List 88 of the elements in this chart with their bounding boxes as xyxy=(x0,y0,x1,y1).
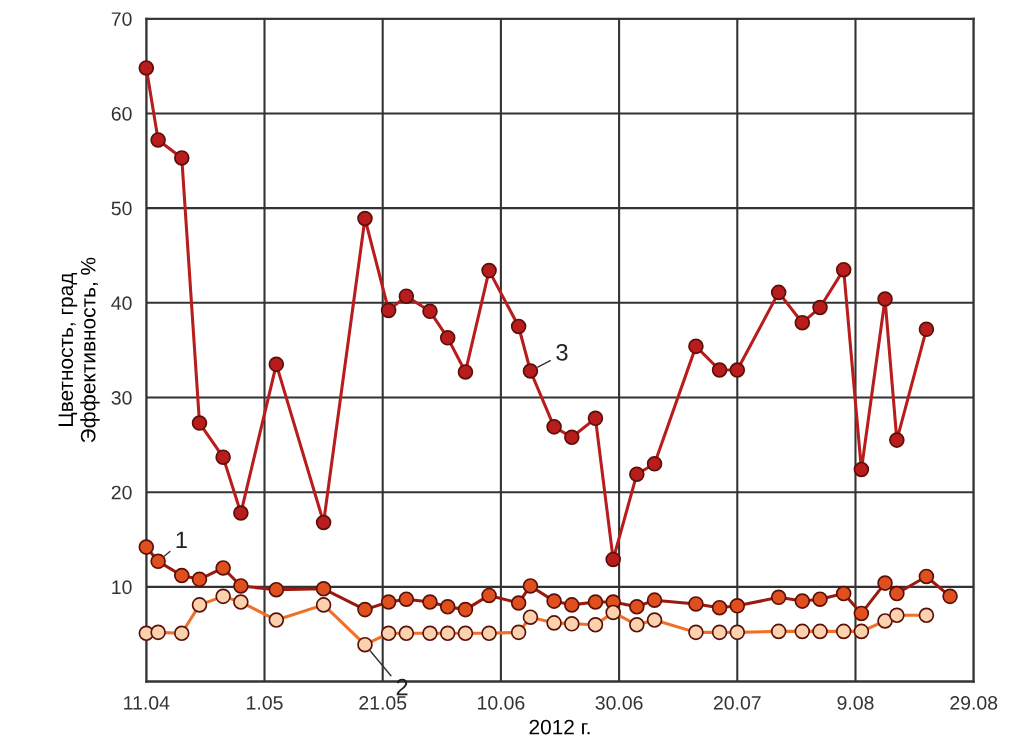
point xyxy=(812,591,828,607)
point xyxy=(233,578,249,594)
series-label: 2 xyxy=(396,678,408,696)
point xyxy=(889,585,905,602)
point xyxy=(315,514,332,531)
point xyxy=(233,505,249,521)
point xyxy=(812,299,828,316)
point xyxy=(191,571,208,588)
point xyxy=(711,362,728,378)
x-axis-title: 2012 г. xyxy=(529,719,590,735)
x-tick-label: 10.06 xyxy=(478,695,525,710)
point xyxy=(729,598,746,614)
point xyxy=(770,589,787,606)
point xyxy=(729,362,746,378)
point xyxy=(564,429,580,446)
point xyxy=(794,314,811,331)
point xyxy=(150,132,166,148)
point xyxy=(942,588,958,605)
point xyxy=(173,150,190,166)
point xyxy=(398,288,415,304)
point xyxy=(918,568,935,585)
point xyxy=(546,593,562,609)
point xyxy=(711,599,728,616)
y-axis-title: Цветность, град Эффективность, % xyxy=(58,257,100,443)
y-tick-label: 30 xyxy=(111,390,132,405)
y-tick-label: 60 xyxy=(111,106,132,121)
y-tick-label: 50 xyxy=(111,201,132,216)
point xyxy=(629,466,645,482)
point xyxy=(877,575,893,591)
point xyxy=(380,302,397,319)
point xyxy=(481,262,497,279)
point xyxy=(481,587,497,604)
point xyxy=(215,449,231,465)
point xyxy=(268,581,285,598)
point xyxy=(398,591,415,607)
point xyxy=(688,596,704,612)
point xyxy=(315,581,332,597)
point xyxy=(889,432,905,448)
point xyxy=(457,601,474,618)
point xyxy=(357,601,373,618)
x-tick-label: 29.08 xyxy=(950,695,998,710)
point xyxy=(422,594,438,610)
point xyxy=(138,60,155,76)
point xyxy=(380,594,397,610)
x-tick-label: 1.05 xyxy=(247,695,283,710)
point xyxy=(268,356,285,373)
point xyxy=(835,585,852,602)
x-tick-label: 11.04 xyxy=(124,695,170,710)
point xyxy=(564,597,580,613)
point xyxy=(422,303,438,320)
point xyxy=(587,594,604,610)
point xyxy=(522,363,539,379)
point xyxy=(605,551,621,568)
point xyxy=(522,578,539,594)
point xyxy=(853,605,870,622)
x-tick-label: 21.05 xyxy=(359,695,407,710)
y-tick-label: 40 xyxy=(111,296,132,311)
point xyxy=(646,456,663,472)
point xyxy=(150,553,166,570)
series-label: 1 xyxy=(176,531,187,548)
x-tick-label: 30.06 xyxy=(595,695,643,710)
y-tick-label: 20 xyxy=(111,485,132,500)
point xyxy=(646,592,663,608)
point xyxy=(546,419,562,435)
point xyxy=(510,595,527,611)
point xyxy=(439,599,456,615)
point xyxy=(173,567,190,584)
point xyxy=(510,318,527,335)
point xyxy=(629,599,645,615)
point xyxy=(215,560,231,576)
point xyxy=(191,415,208,431)
y-tick-label: 70 xyxy=(111,12,132,26)
point xyxy=(770,284,787,301)
point xyxy=(357,210,373,227)
point xyxy=(853,461,870,478)
series-label: 3 xyxy=(556,343,568,361)
x-tick-label: 20.07 xyxy=(713,695,761,710)
point xyxy=(587,410,604,427)
point xyxy=(688,338,704,355)
point xyxy=(877,291,893,307)
point xyxy=(794,593,811,609)
x-tick-label: 9.08 xyxy=(837,695,874,710)
y-tick-label: 10 xyxy=(112,580,132,595)
point xyxy=(835,261,852,278)
point xyxy=(138,539,155,555)
point xyxy=(918,321,935,338)
point xyxy=(457,364,474,380)
point xyxy=(439,330,456,346)
